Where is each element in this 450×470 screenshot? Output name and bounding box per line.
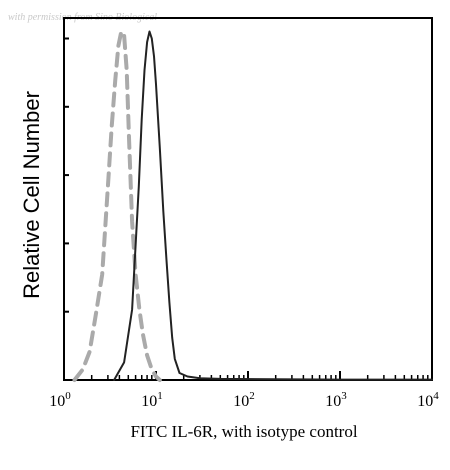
isotype-control-curve <box>72 29 162 382</box>
x-axis-label: FITC IL-6R, with isotype control <box>130 422 357 441</box>
il6r-staining-curve <box>113 30 433 381</box>
x-tick-label: 104 <box>417 390 439 410</box>
plot-area: 100 101 102 103 104 <box>49 17 439 410</box>
x-tick-label: 103 <box>325 390 347 410</box>
x-tick-label: 100 <box>49 390 71 410</box>
y-axis-label: Relative Cell Number <box>19 91 44 299</box>
plot-frame <box>63 17 433 381</box>
x-tick-label: 102 <box>233 390 255 410</box>
x-tick-label: 101 <box>141 390 163 410</box>
